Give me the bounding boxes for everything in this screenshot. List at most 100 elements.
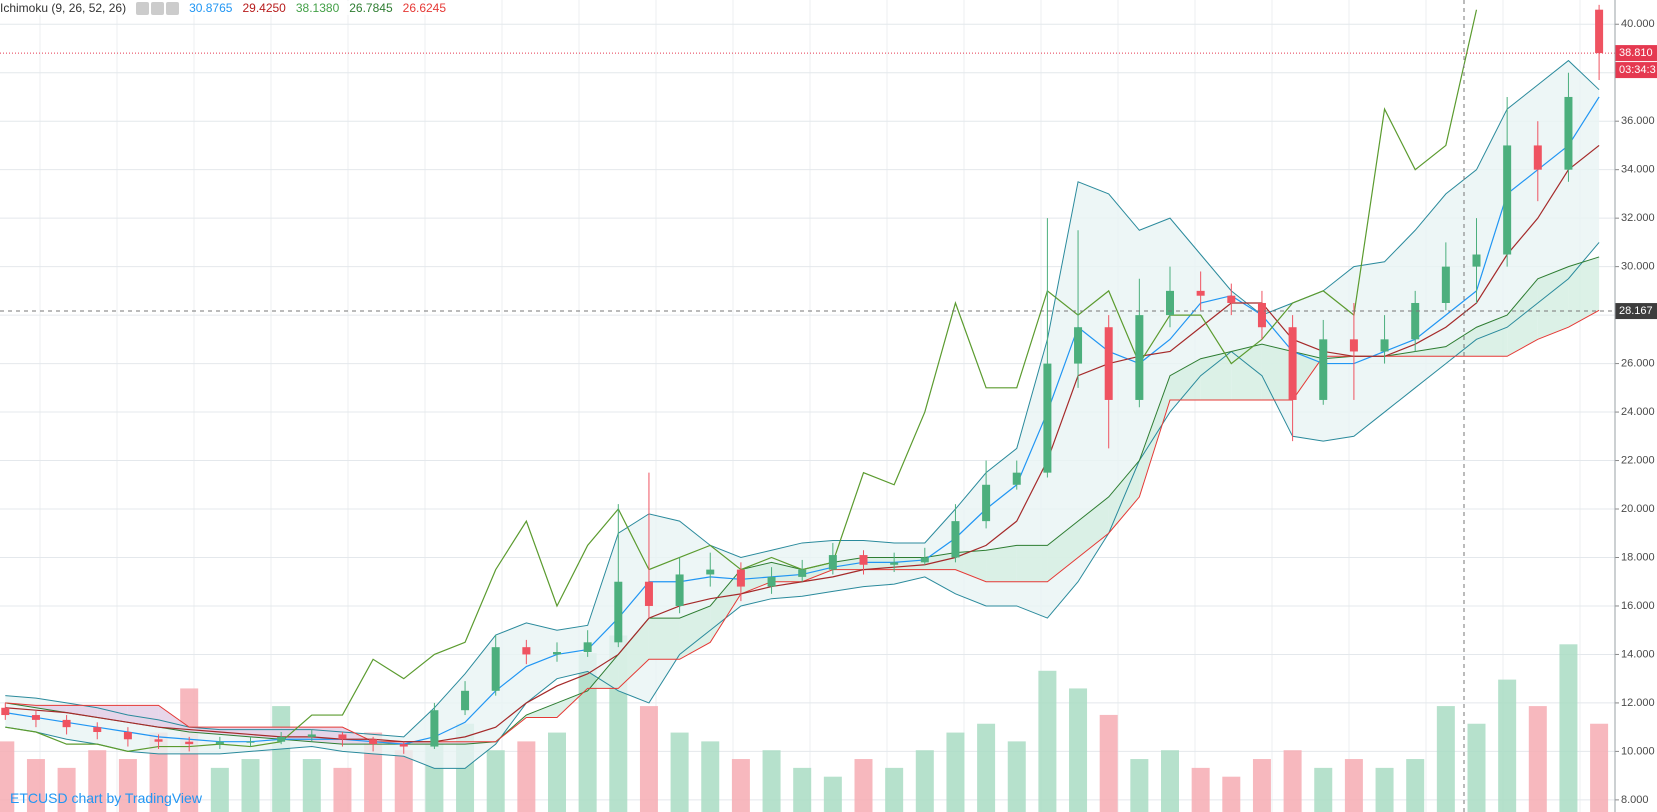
candle-body: [982, 484, 991, 522]
volume-bar: [793, 767, 812, 812]
icon-eye[interactable]: [136, 1, 150, 15]
countdown-label: 03:34:3: [1619, 64, 1656, 76]
candle-body: [1227, 295, 1236, 303]
volume-bar: [118, 759, 137, 812]
watermark: ETCUSD chart by TradingView: [10, 790, 202, 806]
volume-bar: [1498, 679, 1517, 812]
volume-bar: [1099, 714, 1118, 812]
indicator-value: 38.1380: [295, 1, 340, 15]
cloud-segment: [1568, 256, 1600, 328]
y-tick-label: 10.000: [1621, 745, 1655, 757]
candle-body: [522, 647, 531, 655]
y-tick-label: 12.000: [1621, 697, 1655, 709]
candle-body: [767, 576, 776, 587]
volume-bar: [1559, 644, 1578, 812]
icon-settings[interactable]: [151, 1, 165, 15]
cloud-segment: [679, 605, 711, 660]
y-tick-label: 18.000: [1621, 551, 1655, 563]
indicator-value: 26.7845: [349, 1, 393, 15]
candle-body: [1012, 472, 1021, 485]
candle-body: [154, 739, 163, 742]
last-price-label: 38.810: [1619, 47, 1653, 59]
volume-bar: [1590, 723, 1609, 812]
volume-bar: [946, 732, 965, 812]
volume-bar: [1069, 688, 1088, 812]
candle-body: [338, 734, 347, 740]
candle-body: [1564, 96, 1573, 170]
candle-body: [246, 741, 255, 743]
cloud-segment: [281, 727, 312, 742]
candle-body: [920, 557, 929, 563]
candle-body: [31, 715, 40, 720]
volume-bar: [88, 750, 107, 812]
volume-bar: [1528, 706, 1547, 812]
candle-body: [1043, 363, 1052, 473]
candle-body: [215, 741, 224, 745]
volume-bar: [1007, 741, 1026, 812]
y-tick-label: 20.000: [1621, 503, 1655, 515]
candle-body: [798, 569, 807, 577]
y-tick-label: 30.000: [1621, 261, 1655, 273]
indicator-value: 26.6245: [402, 1, 447, 15]
candle-body: [123, 732, 132, 740]
candle-body: [1196, 290, 1205, 296]
indicator-value: 29.4250: [242, 1, 286, 15]
volume-bar: [823, 776, 842, 812]
cloud-segment: [863, 557, 895, 570]
cloud-segment: [618, 618, 649, 689]
volume-bar: [1436, 706, 1455, 812]
y-tick-label: 8.000: [1621, 794, 1649, 806]
volume-bar: [57, 767, 76, 812]
candle-body: [93, 727, 102, 733]
candle-body: [614, 581, 623, 643]
volume-bar: [1375, 767, 1394, 812]
volume-bar: [1222, 776, 1241, 812]
candle-body: [399, 744, 408, 747]
volume-bar: [394, 750, 413, 812]
volume-bar: [302, 759, 321, 812]
candle-body: [675, 574, 684, 606]
y-tick-label: 26.000: [1621, 357, 1655, 369]
cloud-segment: [1415, 346, 1446, 357]
cloud-segment: [35, 705, 67, 713]
cloud-segment: [1261, 344, 1293, 400]
volume-bar: [548, 732, 566, 812]
y-tick-label: 16.000: [1621, 600, 1655, 612]
candle-body: [890, 562, 899, 565]
candle-body: [491, 647, 500, 691]
cloud-segment: [1445, 327, 1477, 357]
crosshair-box: [1615, 303, 1657, 320]
candle-body: [1349, 339, 1358, 352]
band-fill: [5, 60, 1600, 769]
cloud-segment: [1537, 266, 1569, 340]
candle-body: [951, 521, 960, 558]
volume-bar: [1344, 759, 1363, 812]
volume-bar: [26, 759, 45, 812]
candle-body: [859, 555, 868, 565]
candle-body: [461, 690, 470, 711]
candle-body: [1503, 145, 1512, 255]
candle-body: [644, 581, 653, 606]
candle-body: [1533, 145, 1542, 170]
cloud-segment: [771, 562, 803, 582]
indicator-controls[interactable]: [136, 1, 180, 15]
volume-bar: [1130, 759, 1149, 812]
volume-bar: [670, 732, 689, 812]
volume-bar: [333, 767, 352, 812]
candle-body: [185, 741, 194, 745]
candle-body: [62, 719, 71, 728]
volume-bar: [241, 759, 260, 812]
volume-bar: [1283, 750, 1302, 812]
y-tick-label: 24.000: [1621, 406, 1655, 418]
candle-body: [430, 710, 439, 747]
icon-close[interactable]: [166, 1, 180, 15]
cloud-segment: [894, 557, 925, 570]
crosshair-label: 28.167: [1619, 305, 1653, 317]
cloud-segment: [526, 702, 557, 718]
candle-body: [583, 642, 592, 653]
volume-bar: [731, 759, 750, 812]
cloud-segment: [955, 550, 987, 582]
volume-bar: [517, 741, 536, 812]
